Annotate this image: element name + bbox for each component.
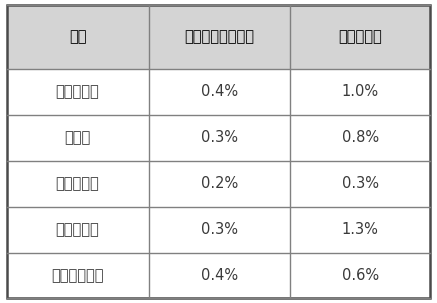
Text: 製造業: 製造業	[64, 130, 91, 145]
Bar	[7, 252, 149, 298]
Text: 割賦小売業: 割賦小売業	[55, 222, 100, 237]
Bar	[7, 207, 149, 252]
Bar	[149, 161, 290, 207]
Bar	[149, 207, 290, 252]
Bar	[290, 115, 430, 161]
Bar	[7, 69, 149, 115]
Bar	[290, 252, 430, 298]
Bar	[290, 69, 430, 115]
Text: 0.3%: 0.3%	[201, 130, 238, 145]
Bar	[149, 69, 290, 115]
Text: 法定繰入率: 法定繰入率	[338, 29, 382, 44]
Text: 1.0%: 1.0%	[342, 84, 378, 99]
Bar	[149, 5, 290, 69]
Text: 金融保険業: 金融保険業	[55, 176, 100, 191]
Bar	[7, 115, 149, 161]
Bar	[149, 115, 290, 161]
Text: 1.3%: 1.3%	[342, 222, 378, 237]
Bar	[7, 161, 149, 207]
Text: 0.8%: 0.8%	[342, 130, 378, 145]
Text: 0.4%: 0.4%	[201, 84, 238, 99]
Bar	[149, 252, 290, 298]
Text: 0.3%: 0.3%	[342, 176, 378, 191]
Text: 0.6%: 0.6%	[342, 268, 378, 283]
Bar	[290, 5, 430, 69]
Text: 卸・小売業: 卸・小売業	[55, 84, 100, 99]
Text: 区分: 区分	[69, 29, 86, 44]
Text: 0.2%: 0.2%	[201, 176, 238, 191]
Text: 0.3%: 0.3%	[201, 222, 238, 237]
Text: その他の事業: その他の事業	[51, 268, 104, 283]
Bar	[290, 207, 430, 252]
Bar	[7, 5, 149, 69]
Text: 0.4%: 0.4%	[201, 268, 238, 283]
Bar	[290, 161, 430, 207]
Text: 実績繰入率（＊）: 実績繰入率（＊）	[184, 29, 254, 44]
